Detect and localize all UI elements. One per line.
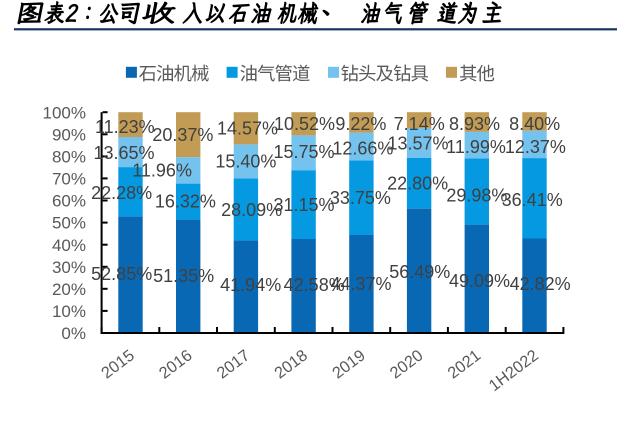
svg-text:10%: 10% bbox=[52, 302, 86, 321]
svg-text:44.37%: 44.37% bbox=[330, 274, 391, 294]
svg-text:100%: 100% bbox=[43, 103, 86, 122]
svg-text:10.52%: 10.52% bbox=[274, 114, 335, 134]
svg-text:30%: 30% bbox=[52, 258, 86, 277]
svg-text:14.57%: 14.57% bbox=[217, 119, 278, 139]
svg-text:52.85%: 52.85% bbox=[91, 264, 152, 284]
svg-text:50%: 50% bbox=[52, 214, 86, 233]
svg-text:16.32%: 16.32% bbox=[155, 192, 216, 212]
svg-text:56.49%: 56.49% bbox=[389, 262, 450, 282]
svg-text:15.40%: 15.40% bbox=[215, 152, 276, 172]
svg-text:0%: 0% bbox=[61, 324, 86, 343]
svg-text:51.35%: 51.35% bbox=[153, 266, 214, 286]
svg-text:31.15%: 31.15% bbox=[273, 195, 334, 215]
svg-text:60%: 60% bbox=[52, 192, 86, 211]
svg-text:11.23%: 11.23% bbox=[95, 117, 155, 137]
svg-text:20.37%: 20.37% bbox=[152, 125, 213, 145]
svg-text:11.96%: 11.96% bbox=[132, 161, 192, 181]
svg-text:7.14%: 7.14% bbox=[394, 114, 445, 134]
svg-text:20%: 20% bbox=[52, 280, 86, 299]
svg-text:90%: 90% bbox=[52, 125, 86, 144]
svg-text:80%: 80% bbox=[52, 148, 86, 167]
svg-text:13.57%: 13.57% bbox=[387, 134, 448, 154]
svg-text:40%: 40% bbox=[52, 236, 86, 255]
svg-text:41.94%: 41.94% bbox=[220, 275, 281, 295]
svg-text:28.09%: 28.09% bbox=[221, 200, 282, 220]
svg-text:22.28%: 22.28% bbox=[91, 183, 152, 203]
svg-text:12.37%: 12.37% bbox=[505, 137, 566, 157]
svg-text:8.93%: 8.93% bbox=[449, 114, 500, 134]
svg-text:42.82%: 42.82% bbox=[510, 274, 571, 294]
svg-text:12.66%: 12.66% bbox=[332, 138, 393, 158]
svg-text:15.75%: 15.75% bbox=[273, 142, 334, 162]
svg-text:8.40%: 8.40% bbox=[509, 114, 560, 134]
svg-text:22.80%: 22.80% bbox=[387, 173, 448, 193]
svg-text:13.65%: 13.65% bbox=[93, 143, 154, 163]
svg-text:42.58%: 42.58% bbox=[284, 275, 345, 295]
svg-text:29.98%: 29.98% bbox=[446, 185, 507, 205]
svg-text:9.22%: 9.22% bbox=[335, 114, 386, 134]
svg-text:70%: 70% bbox=[52, 170, 86, 189]
svg-text:49.09%: 49.09% bbox=[449, 271, 510, 291]
svg-text:33.75%: 33.75% bbox=[330, 188, 391, 208]
svg-text:11.99%: 11.99% bbox=[446, 137, 506, 157]
svg-text:36.41%: 36.41% bbox=[502, 190, 563, 210]
